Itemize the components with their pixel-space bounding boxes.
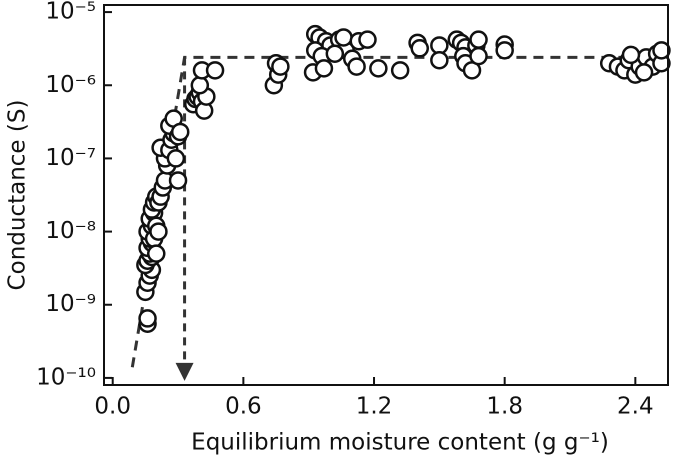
data-point <box>271 57 290 76</box>
x-tick-label: 2.4 <box>617 394 654 420</box>
data-point <box>358 30 377 49</box>
data-point <box>168 171 188 190</box>
x-tick-label: 0.0 <box>94 394 131 420</box>
data-point <box>390 61 410 80</box>
plot-frame <box>103 4 669 386</box>
data-point <box>410 39 430 58</box>
data-point <box>334 28 353 47</box>
data-point <box>138 309 157 328</box>
arrow-head <box>175 362 194 381</box>
data-point <box>347 57 366 76</box>
data-point <box>469 46 488 66</box>
fit-line <box>130 55 664 368</box>
y-tick-label: 10⁻⁹ <box>45 291 96 317</box>
y-tick-label: 10⁻⁶ <box>45 72 96 98</box>
x-axis-label: Equilibrium moisture content (g g⁻¹) <box>191 430 609 456</box>
data-point <box>325 44 345 63</box>
data-point <box>190 76 210 95</box>
data-point <box>369 59 388 78</box>
y-tick-label: 10⁻⁵ <box>45 0 96 25</box>
data-point <box>652 41 671 60</box>
data-point <box>430 50 449 70</box>
x-tick-label: 0.6 <box>225 394 262 420</box>
data-point <box>314 59 334 78</box>
y-tick-label: 10⁻¹⁰ <box>36 364 96 390</box>
x-tick-label: 1.2 <box>356 394 393 420</box>
data-point <box>147 244 166 263</box>
data-point <box>469 30 488 49</box>
data-point <box>166 149 186 168</box>
x-tick-label: 1.8 <box>486 394 523 420</box>
y-tick-label: 10⁻⁸ <box>45 218 96 244</box>
data-point <box>621 45 641 65</box>
data-point <box>495 41 514 60</box>
y-axis-label: Conductance (S) <box>5 100 31 291</box>
plot-area <box>130 24 671 381</box>
y-tick-label: 10⁻⁷ <box>45 145 96 171</box>
data-point <box>205 61 225 80</box>
data-point <box>170 122 190 142</box>
data-point <box>634 63 654 82</box>
data-point <box>149 222 168 241</box>
